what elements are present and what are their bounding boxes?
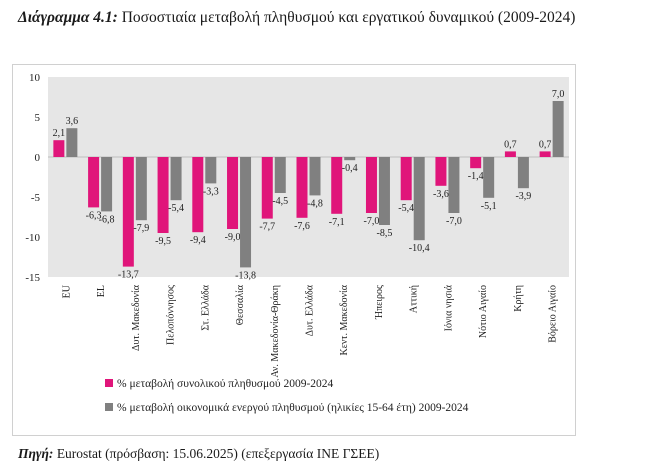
category-label: EU [61,284,72,298]
bar-population [539,151,551,157]
data-label: -9,4 [190,235,206,246]
bar-population [227,157,239,229]
data-label: 2,1 [53,128,66,139]
data-label: -7,7 [259,222,275,233]
data-label: -3,9 [515,191,531,202]
legend-label: % μεταβολή συνολικού πληθυσμού 2009-2024 [117,378,334,390]
bar-labour-force [66,128,78,157]
bar-population [504,151,516,157]
data-label: -9,5 [155,236,171,247]
y-tick-label: -15 [25,272,40,284]
data-label: -6,8 [99,214,115,225]
bar-labour-force [413,157,425,241]
data-label: -7,6 [294,221,310,232]
data-label: 0,7 [504,139,517,150]
y-tick-label: 5 [35,112,41,124]
bar-population [400,157,412,201]
bar-population [331,157,343,214]
data-label: -4,5 [272,196,288,207]
bar-labour-force [240,157,252,268]
data-label: -7,9 [133,223,149,234]
bar-labour-force [274,157,286,193]
y-tick-label: 0 [35,152,41,164]
category-label: Ήπειρος [374,285,385,320]
category-label: Αττική [409,285,420,313]
caption-text: Ποσοστιαία μεταβολή πληθυσμού και εργατι… [121,9,576,26]
category-label: Κεντ. Μακεδονία [339,284,350,355]
data-label: -10,4 [409,243,430,254]
category-label: Κρήτη [513,285,524,312]
data-label: -7,0 [446,216,462,227]
plot-area [48,77,569,277]
bar-population [122,157,134,267]
legend-swatch [105,379,113,387]
bar-population [53,140,65,157]
bar-population [261,157,273,219]
source-text: Eurostat (πρόσβαση: 15.06.2025) (επεξεργ… [56,446,380,461]
bar-labour-force [344,157,356,161]
data-label: 3,6 [66,116,79,127]
category-label: Θεσσαλία [235,284,246,325]
legend-swatch [105,403,113,411]
bar-population [88,157,100,208]
category-label: Νότιο Αιγαίο [478,285,489,338]
data-label: -3,3 [203,186,219,197]
y-tick-label: -5 [31,192,41,204]
bar-population [157,157,169,233]
data-label: -5,4 [168,203,184,214]
bar-labour-force [309,157,321,196]
chart: 10 5 0 -5 -10 -15 2,13,6 EU -6,3-6,8 EL -13,7 -7,9 Δ… [25,72,569,414]
legend-label: % μεταβολή οικονομικά ενεργού πληθυσμού … [117,402,469,414]
category-label: Αν. Μακεδονία-Θράκη [270,285,281,378]
bar-labour-force [378,157,390,225]
caption-label: Διάγραμμα 4.1: [18,9,118,26]
category-label: EL [96,285,107,297]
bar-labour-force [170,157,182,201]
data-label: -7,0 [364,216,380,227]
data-label: -7,1 [329,217,345,228]
bar-labour-force [483,157,495,198]
data-label: -4,8 [307,198,323,209]
data-label: -1,4 [468,171,484,182]
y-tick-label: 10 [29,72,41,84]
data-label: -3,6 [433,189,449,200]
bar-population [365,157,377,213]
chart-caption: Διάγραμμα 4.1: Ποσοστιαία μεταβολή πληθυ… [18,6,638,29]
data-label: -0,4 [342,163,358,174]
data-label: -9,0 [225,232,241,243]
category-label: Ιόνια νησιά [443,284,454,331]
data-label: 7,0 [552,89,565,100]
bar-labour-force [517,157,529,189]
category-label: Δυτ. Ελλάδα [305,284,316,336]
data-label: -13,7 [118,270,139,281]
bar-labour-force [205,157,217,184]
source-note: Πηγή: Eurostat (πρόσβαση: 15.06.2025) (ε… [18,446,379,462]
bar-population [296,157,308,218]
y-tick-label: -10 [25,232,40,244]
bar-labour-force [552,101,564,157]
chart-frame: 10 5 0 -5 -10 -15 2,1 3,6 EU -6,3 -6,8 EL -13,7 -7,9 Δ… [12,64,576,436]
bar-population [192,157,204,233]
category-label: Πελοπόννησος [166,285,177,345]
bar-population [470,157,482,169]
data-label: -5,1 [481,201,497,212]
bar-labour-force [101,157,113,212]
data-label: -8,5 [377,228,393,239]
data-label: -5,4 [398,203,414,214]
data-label: 0,7 [539,139,552,150]
source-label: Πηγή: [18,446,54,461]
bar-population [435,157,447,186]
data-label: -13,8 [235,270,256,281]
category-label: Δυτ. Μακεδονία [131,284,142,351]
bar-labour-force [448,157,460,213]
data-label: -6,3 [86,210,102,221]
bar-labour-force [135,157,147,221]
category-label: Βόρειο Αιγαίο [548,285,559,343]
category-label: Στ. Ελλάδα [200,284,211,330]
